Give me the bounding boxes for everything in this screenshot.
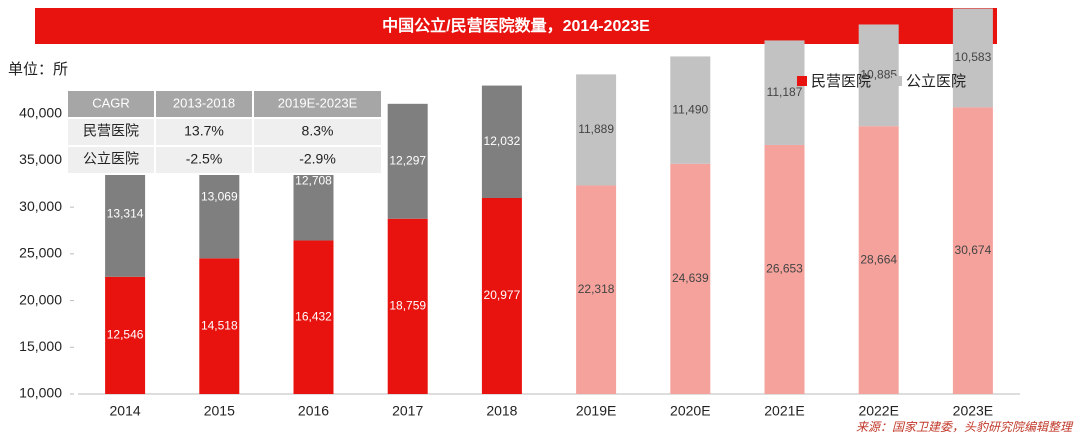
bar-segment (481, 197, 522, 394)
value-label: 11,490 (672, 102, 708, 116)
bar-segment (952, 8, 993, 108)
value-label: 10,885 (860, 67, 897, 81)
table-header-text: CAGR (92, 95, 130, 110)
bar-segment (952, 107, 993, 394)
value-label: 30,674 (955, 243, 992, 257)
x-tick-label: 2021E (764, 403, 804, 419)
x-tick-label: 2019E (576, 403, 616, 419)
title-bar (35, 8, 997, 44)
bar-segment (764, 144, 805, 394)
value-label: 24,639 (672, 271, 709, 285)
y-tick-label: 10,000 (19, 385, 62, 401)
value-label: 13,069 (201, 189, 238, 203)
bar-segment (105, 276, 146, 394)
table-text: 8.3% (302, 123, 334, 139)
bar-segment (670, 163, 711, 394)
legend-label: 民营医院 (811, 72, 871, 90)
x-tick-label: 2020E (670, 403, 710, 419)
y-tick-label: 15,000 (19, 338, 62, 354)
bar-segment (764, 40, 805, 145)
table-text: -2.9% (299, 151, 336, 167)
value-label: 14,518 (201, 318, 238, 332)
y-tick-label: 40,000 (19, 104, 62, 120)
x-tick-label: 2017 (392, 403, 423, 419)
legend-label: 公立医院 (906, 72, 966, 90)
table-header-text: 2013-2018 (173, 95, 235, 110)
table-cell (252, 145, 383, 175)
bar-segment (858, 126, 899, 395)
value-label: 10,583 (955, 50, 992, 64)
legend-swatch (892, 76, 902, 86)
bar-segment (387, 103, 428, 219)
value-label: 12,032 (484, 134, 521, 148)
x-tick-label: 2015 (204, 403, 235, 419)
unit-label: 单位：所 (8, 61, 68, 78)
value-label: 11,889 (578, 122, 614, 136)
x-tick-label: 2016 (298, 403, 329, 419)
value-label: 20,977 (484, 288, 521, 302)
bar-segment (858, 24, 899, 127)
x-tick-label: 2018 (486, 403, 517, 419)
value-label: 26,653 (766, 262, 803, 276)
table-text: 公立医院 (83, 151, 139, 167)
table-header-cell (154, 89, 254, 119)
value-label: 18,759 (389, 299, 426, 313)
bar-segment (576, 185, 617, 394)
bar-segment (199, 258, 240, 394)
table-text: -2.5% (186, 151, 223, 167)
value-label: 13,314 (107, 207, 144, 221)
x-tick-label: 2022E (858, 403, 898, 419)
x-tick-label: 2014 (110, 403, 141, 419)
x-tick-label: 2023E (953, 403, 993, 419)
table-text: 民营医院 (83, 123, 139, 139)
table-cell (252, 117, 383, 147)
bar-segment (670, 56, 711, 164)
value-label: 22,318 (578, 282, 615, 296)
bar-segment (576, 74, 617, 186)
value-label: 12,708 (295, 173, 332, 187)
bar-segment (293, 240, 334, 394)
value-label: 28,664 (860, 252, 897, 266)
table-header-cell (252, 89, 383, 119)
y-tick-label: 35,000 (19, 151, 62, 167)
legend-swatch (797, 76, 807, 86)
table-text: 13.7% (184, 123, 224, 139)
y-tick-label: 20,000 (19, 291, 62, 307)
value-label: 12,546 (107, 328, 144, 342)
chart-title: 中国公立/民营医院数量，2014-2023E (382, 16, 650, 35)
bar-segment (387, 218, 428, 394)
source-note: 来源：国家卫建委，头豹研究院编辑整理 (856, 420, 1074, 434)
value-label: 11,187 (767, 85, 803, 99)
bar-segment (481, 85, 522, 198)
y-tick-label: 25,000 (19, 245, 62, 261)
y-tick-label: 30,000 (19, 198, 62, 214)
table-header-text: 2019E-2023E (278, 95, 358, 110)
value-label: 16,432 (295, 309, 332, 323)
value-label: 12,297 (389, 153, 426, 167)
